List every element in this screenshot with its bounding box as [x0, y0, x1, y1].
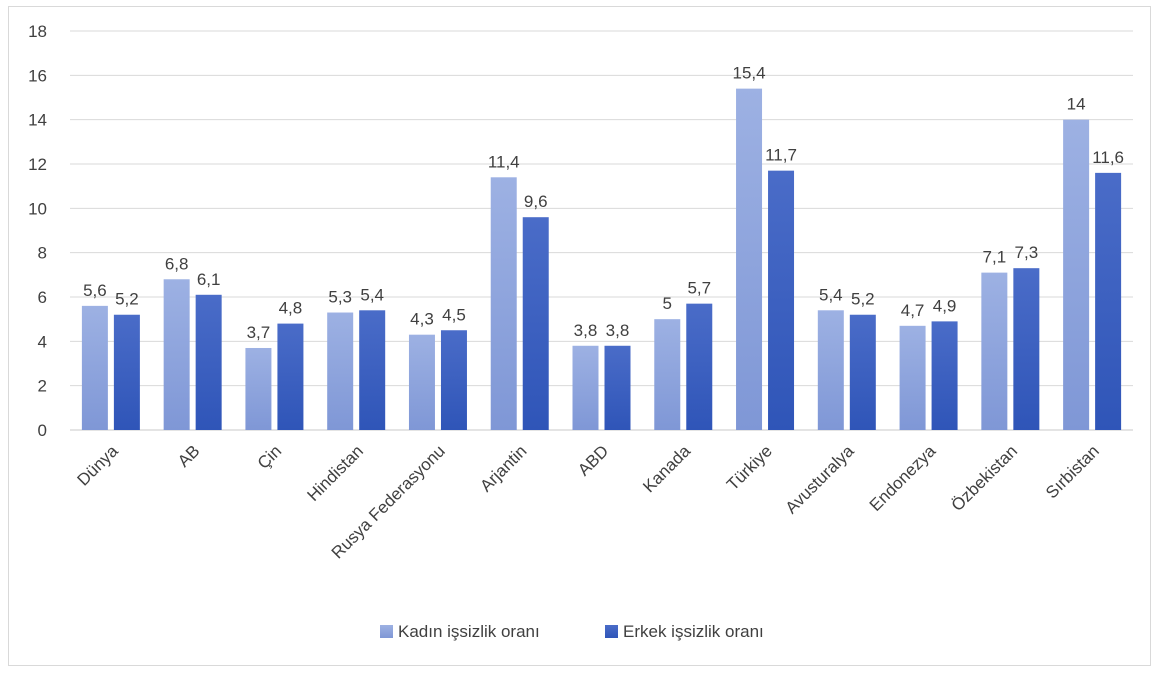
bar-kadin [981, 272, 1008, 430]
bar-erkek [1095, 172, 1122, 430]
x-category-label: Kanada [639, 441, 694, 496]
bar-kadin [81, 305, 108, 430]
x-category-label: Türkiye [723, 441, 776, 494]
x-category-label: Sırbistan [1042, 441, 1103, 502]
data-label-kadin: 5,3 [328, 288, 352, 307]
y-tick-label: 12 [28, 155, 47, 174]
data-label-kadin: 5 [663, 294, 672, 313]
bar-kadin [408, 334, 435, 430]
data-label-erkek: 5,7 [687, 279, 711, 298]
data-label-kadin: 4,7 [901, 301, 925, 320]
data-label-erkek: 9,6 [524, 192, 548, 211]
bar-kadin [1063, 119, 1090, 431]
data-label-erkek: 4,9 [933, 296, 957, 315]
data-label-erkek: 5,2 [115, 290, 139, 309]
bar-kadin [163, 279, 190, 430]
bar-erkek [440, 330, 467, 430]
y-tick-label: 6 [38, 288, 47, 307]
bar-erkek [522, 217, 549, 430]
data-label-erkek: 6,1 [197, 270, 221, 289]
data-label-kadin: 14 [1067, 95, 1086, 114]
data-label-erkek: 4,5 [442, 305, 466, 324]
y-tick-label: 14 [28, 111, 47, 130]
legend-swatch-erkek [605, 625, 618, 638]
legend-label-kadin: Kadın işsizlik oranı [398, 622, 540, 641]
y-tick-label: 2 [38, 377, 47, 396]
legend-swatch-kadin [380, 625, 393, 638]
x-category-label: Endonezya [866, 441, 940, 515]
y-tick-label: 10 [28, 199, 47, 218]
data-label-erkek: 11,6 [1092, 148, 1124, 167]
bar-kadin [654, 319, 681, 430]
bar-erkek [359, 310, 386, 430]
y-tick-label: 18 [28, 22, 47, 41]
y-axis-ticks: 0 2 4 6 8 10 12 14 16 18 [28, 22, 47, 440]
bars [81, 88, 1122, 431]
data-label-erkek: 5,2 [851, 290, 875, 309]
data-label-kadin: 15,4 [732, 64, 765, 83]
bar-erkek [113, 314, 140, 430]
data-label-kadin: 7,1 [983, 248, 1007, 267]
bar-erkek [604, 345, 631, 430]
bar-erkek [686, 303, 713, 430]
data-label-erkek: 11,7 [765, 146, 797, 165]
data-labels: 5,6 5,2 6,8 6,1 3,7 4,8 5,3 5,4 4,3 4,5 11,4 9,6 3,8… [83, 64, 1124, 342]
bar-erkek [931, 321, 958, 430]
bar-kadin [327, 312, 354, 430]
data-label-kadin: 5,4 [819, 285, 843, 304]
data-label-kadin: 6,8 [165, 254, 189, 273]
legend: Kadın işsizlik oranı Erkek işsizlik oranı [380, 622, 764, 641]
x-category-label: Özbekistan [948, 441, 1022, 515]
x-category-label: ABD [574, 441, 612, 479]
data-label-kadin: 3,8 [574, 321, 598, 340]
x-category-label: AB [174, 441, 203, 470]
y-tick-label: 0 [38, 421, 47, 440]
x-category-label: Hindistan [303, 441, 367, 505]
bar-erkek [849, 314, 876, 430]
bar-kadin [572, 345, 599, 430]
data-label-kadin: 4,3 [410, 310, 434, 329]
x-category-label: Avusturalya [782, 441, 858, 517]
bar-kadin [490, 177, 517, 430]
data-label-erkek: 4,8 [279, 299, 303, 318]
bar-kadin [817, 310, 844, 430]
bar-erkek [768, 170, 795, 430]
x-category-label: Dünya [74, 441, 123, 490]
x-category-label: Çin [254, 441, 285, 472]
data-label-kadin: 5,6 [83, 281, 107, 300]
bar-erkek [277, 323, 304, 430]
data-label-kadin: 11,4 [488, 152, 520, 171]
gridlines [70, 30, 1133, 431]
data-label-kadin: 3,7 [247, 323, 271, 342]
bar-erkek [195, 294, 222, 430]
y-tick-label: 4 [38, 332, 47, 351]
data-label-erkek: 3,8 [606, 321, 630, 340]
y-tick-label: 16 [28, 66, 47, 85]
data-label-erkek: 5,4 [360, 285, 384, 304]
bar-kadin [736, 88, 763, 430]
bar-kadin [899, 325, 926, 430]
y-tick-label: 8 [38, 244, 47, 263]
data-label-erkek: 7,3 [1015, 243, 1039, 262]
x-category-label: Arjantin [476, 441, 530, 495]
bar-kadin [245, 347, 272, 430]
bar-erkek [1013, 268, 1040, 430]
legend-label-erkek: Erkek işsizlik oranı [623, 622, 764, 641]
